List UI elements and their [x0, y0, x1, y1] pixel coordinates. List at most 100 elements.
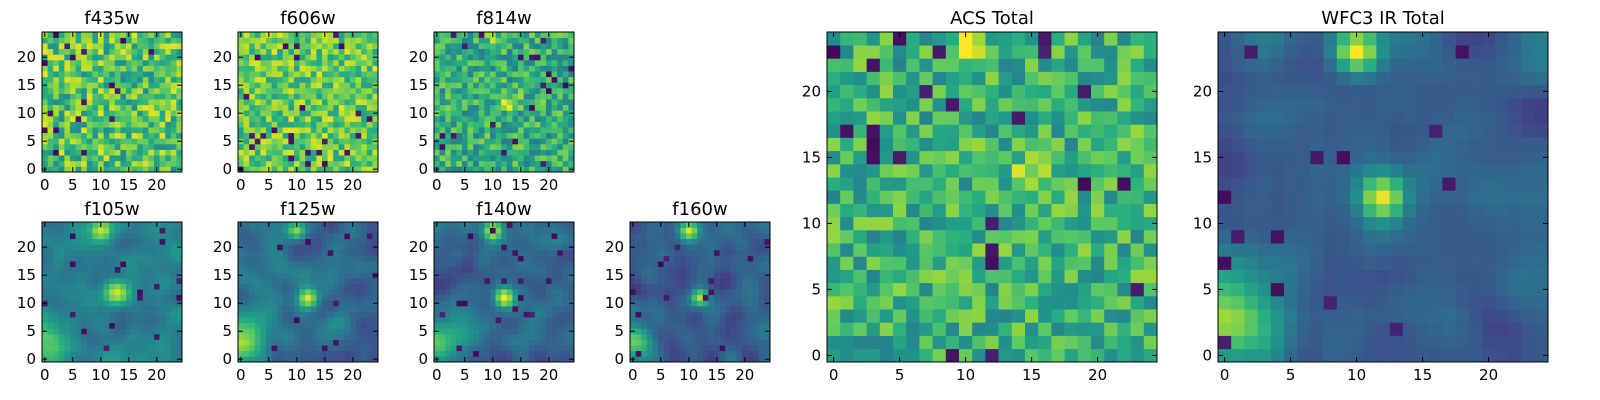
- heatmap-cell: [126, 65, 132, 72]
- heatmap-cell: [316, 306, 323, 312]
- heatmap-cell: [540, 227, 547, 234]
- heatmap-cell: [462, 132, 468, 139]
- heatmap-cell: [719, 289, 726, 296]
- heatmap-cell: [495, 37, 502, 44]
- heatmap-cell: [109, 149, 116, 156]
- heatmap-cell: [495, 311, 502, 318]
- heatmap-cell: [70, 88, 76, 94]
- heatmap-cell: [686, 255, 692, 262]
- heatmap-cell: [70, 71, 76, 78]
- heatmap-cell: [282, 345, 289, 352]
- heatmap-cell: [372, 116, 379, 122]
- heatmap-cell: [1077, 269, 1092, 284]
- heatmap-cell: [103, 255, 110, 262]
- heatmap-cell: [53, 138, 60, 145]
- heatmap-cell: [42, 121, 48, 128]
- heatmap-cell: [159, 76, 166, 83]
- heatmap-cell: [266, 138, 272, 145]
- heatmap-cell: [546, 71, 552, 78]
- heatmap-cell: [254, 244, 261, 251]
- heatmap-cell: [288, 93, 295, 100]
- heatmap-cell: [299, 283, 306, 290]
- heatmap-cell: [75, 32, 82, 38]
- heatmap-cell: [176, 127, 183, 134]
- heatmap-cell: [277, 82, 284, 89]
- heatmap-cell: [53, 149, 60, 156]
- heatmap-cell: [827, 282, 841, 297]
- heatmap-cell: [372, 345, 379, 352]
- heatmap-cell: [142, 65, 149, 72]
- heatmap-cell: [243, 65, 250, 72]
- heatmap-cell: [546, 328, 552, 335]
- heatmap-cell: [70, 155, 76, 162]
- heatmap-cell: [176, 311, 183, 318]
- heatmap-cell: [445, 334, 452, 340]
- heatmap-cell: [165, 233, 172, 240]
- heatmap-cell: [467, 93, 474, 100]
- heatmap-cell: [75, 306, 82, 312]
- y-tick-label: 10: [213, 294, 232, 312]
- heatmap-cell: [243, 71, 250, 78]
- heatmap-cell: [294, 43, 300, 50]
- heatmap-cell: [344, 266, 351, 273]
- heatmap-cell: [445, 127, 452, 134]
- heatmap-cell: [484, 345, 491, 352]
- x-tick-label: 5: [264, 176, 274, 194]
- heatmap-cell: [540, 345, 547, 352]
- heatmap-cell: [288, 255, 295, 262]
- heatmap-cell: [551, 283, 558, 290]
- heatmap-cell: [299, 250, 306, 256]
- heatmap-cell: [484, 356, 491, 363]
- heatmap-cell: [827, 216, 841, 231]
- heatmap-cell: [266, 54, 272, 61]
- heatmap-cell: [58, 261, 65, 268]
- heatmap-cell: [546, 104, 552, 111]
- heatmap-cell: [473, 65, 480, 72]
- heatmap-cell: [551, 311, 558, 318]
- heatmap-cell: [148, 166, 155, 173]
- heatmap-cell: [641, 300, 648, 307]
- heatmap-cell: [742, 233, 748, 240]
- heatmap-cell: [249, 116, 256, 122]
- heatmap-cell: [266, 149, 272, 156]
- heatmap-cell: [148, 311, 155, 318]
- heatmap-cell: [53, 306, 60, 312]
- heatmap-cell: [998, 190, 1013, 204]
- heatmap-cell: [462, 155, 468, 162]
- heatmap-cell: [131, 272, 138, 279]
- heatmap-cell: [462, 160, 468, 167]
- heatmap-cell: [344, 339, 351, 346]
- heatmap-cell: [473, 306, 480, 312]
- heatmap-cell: [1077, 256, 1092, 270]
- heatmap-cell: [523, 289, 530, 296]
- x-tick-label: 0: [236, 176, 246, 194]
- heatmap-cell: [58, 328, 65, 335]
- heatmap-cell: [518, 93, 524, 100]
- heatmap-cell: [327, 43, 334, 50]
- heatmap-cell: [170, 32, 177, 38]
- heatmap-cell: [736, 339, 743, 346]
- heatmap-cell: [159, 132, 166, 139]
- heatmap-cell: [658, 255, 664, 262]
- heatmap-cell: [495, 155, 502, 162]
- x-tick-label: 15: [707, 366, 726, 384]
- heatmap-cell: [243, 345, 250, 352]
- heatmap-cell: [456, 266, 463, 273]
- heatmap-cell: [176, 227, 183, 234]
- heatmap-cell: [906, 230, 920, 244]
- heatmap-cell: [42, 65, 48, 72]
- heatmap-cell: [338, 144, 345, 150]
- heatmap-cell: [81, 227, 88, 234]
- heatmap-cell: [294, 160, 300, 167]
- heatmap-cell: [523, 339, 530, 346]
- heatmap-cell: [322, 328, 328, 335]
- heatmap-cell: [736, 328, 743, 335]
- heatmap-cell: [288, 266, 295, 273]
- heatmap-cell: [1025, 335, 1039, 350]
- heatmap-cell: [674, 233, 681, 240]
- heatmap-cell: [568, 43, 575, 50]
- heatmap-cell: [691, 266, 698, 273]
- heatmap-cell: [98, 294, 104, 301]
- heatmap-cell: [450, 110, 457, 117]
- heatmap-cell: [344, 238, 351, 245]
